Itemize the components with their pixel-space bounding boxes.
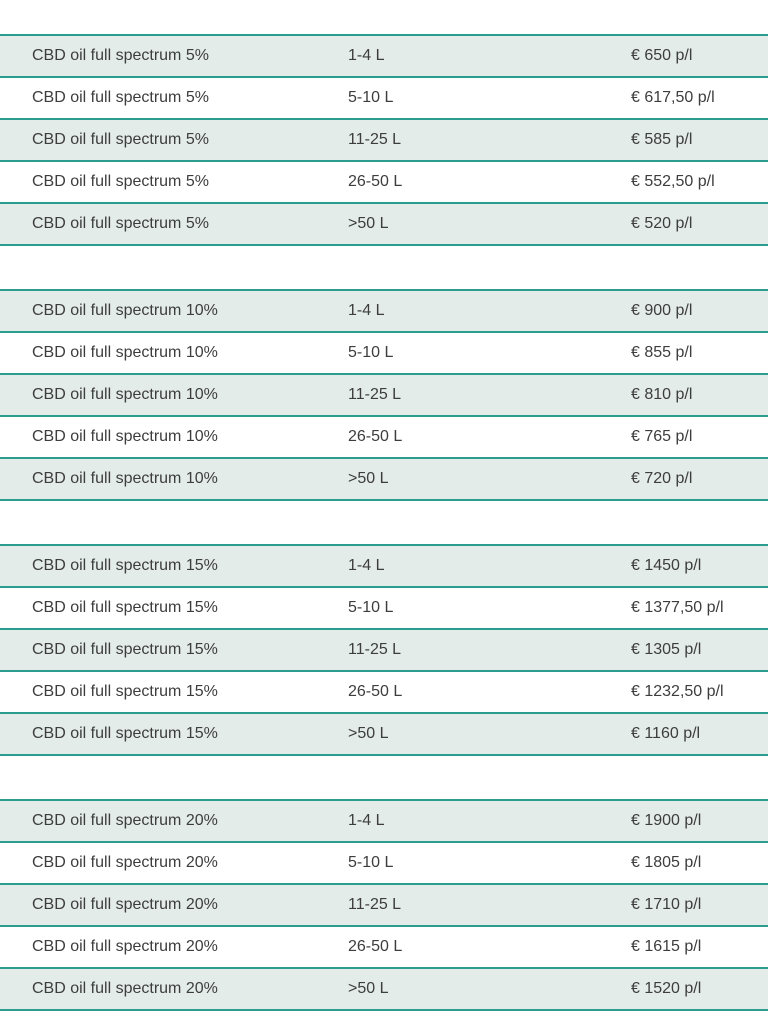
unit-price: € 1615 p/l xyxy=(631,938,702,955)
quantity-range: >50 L xyxy=(348,215,389,232)
table-row: CBD oil full spectrum 5% 11-25 L € 585 p… xyxy=(0,118,768,160)
unit-price: € 1520 p/l xyxy=(631,980,702,997)
product-name: CBD oil full spectrum 15% xyxy=(32,641,218,658)
quantity-range: 1-4 L xyxy=(348,812,385,829)
product-name: CBD oil full spectrum 10% xyxy=(32,428,218,445)
unit-price: € 1305 p/l xyxy=(631,641,702,658)
product-name: CBD oil full spectrum 15% xyxy=(32,725,218,742)
quantity-range: 26-50 L xyxy=(348,683,403,700)
quantity-range: 11-25 L xyxy=(348,896,402,913)
product-name: CBD oil full spectrum 15% xyxy=(32,557,218,574)
quantity-range: >50 L xyxy=(348,470,389,487)
quantity-range: 5-10 L xyxy=(348,599,394,616)
unit-price: € 810 p/l xyxy=(631,386,693,403)
product-name: CBD oil full spectrum 20% xyxy=(32,812,218,829)
table-row: CBD oil full spectrum 5% 5-10 L € 617,50… xyxy=(0,76,768,118)
unit-price: € 720 p/l xyxy=(631,470,693,487)
unit-price: € 855 p/l xyxy=(631,344,693,361)
table-row: CBD oil full spectrum 20% 26-50 L € 1615… xyxy=(0,925,768,967)
quantity-range: >50 L xyxy=(348,980,389,997)
product-name: CBD oil full spectrum 10% xyxy=(32,386,218,403)
quantity-range: 26-50 L xyxy=(348,173,403,190)
price-table: CBD oil full spectrum 5% 1-4 L € 650 p/l… xyxy=(0,34,768,1011)
product-name: CBD oil full spectrum 10% xyxy=(32,302,218,319)
product-name: CBD oil full spectrum 20% xyxy=(32,896,218,913)
table-row: CBD oil full spectrum 15% 1-4 L € 1450 p… xyxy=(0,544,768,586)
quantity-range: 1-4 L xyxy=(348,47,385,64)
unit-price: € 650 p/l xyxy=(631,47,693,64)
table-row: CBD oil full spectrum 15% 5-10 L € 1377,… xyxy=(0,586,768,628)
quantity-range: 26-50 L xyxy=(348,938,403,955)
unit-price: € 1377,50 p/l xyxy=(631,599,724,616)
unit-price: € 1710 p/l xyxy=(631,896,702,913)
quantity-range: 1-4 L xyxy=(348,302,385,319)
table-row: CBD oil full spectrum 10% >50 L € 720 p/… xyxy=(0,457,768,501)
product-name: CBD oil full spectrum 20% xyxy=(32,854,218,871)
product-name: CBD oil full spectrum 15% xyxy=(32,683,218,700)
table-row: CBD oil full spectrum 20% >50 L € 1520 p… xyxy=(0,967,768,1011)
table-row: CBD oil full spectrum 10% 1-4 L € 900 p/… xyxy=(0,289,768,331)
table-row: CBD oil full spectrum 5% 1-4 L € 650 p/l xyxy=(0,34,768,76)
unit-price: € 520 p/l xyxy=(631,215,693,232)
product-name: CBD oil full spectrum 10% xyxy=(32,470,218,487)
product-name: CBD oil full spectrum 5% xyxy=(32,89,209,106)
price-group-15-percent: CBD oil full spectrum 15% 1-4 L € 1450 p… xyxy=(0,544,768,756)
product-name: CBD oil full spectrum 5% xyxy=(32,215,209,232)
table-row: CBD oil full spectrum 15% >50 L € 1160 p… xyxy=(0,712,768,756)
unit-price: € 1900 p/l xyxy=(631,812,702,829)
quantity-range: 5-10 L xyxy=(348,854,394,871)
price-group-20-percent: CBD oil full spectrum 20% 1-4 L € 1900 p… xyxy=(0,799,768,1011)
product-name: CBD oil full spectrum 5% xyxy=(32,131,209,148)
table-row: CBD oil full spectrum 15% 11-25 L € 1305… xyxy=(0,628,768,670)
product-name: CBD oil full spectrum 20% xyxy=(32,980,218,997)
price-group-10-percent: CBD oil full spectrum 10% 1-4 L € 900 p/… xyxy=(0,289,768,501)
unit-price: € 1805 p/l xyxy=(631,854,702,871)
product-name: CBD oil full spectrum 5% xyxy=(32,47,209,64)
product-name: CBD oil full spectrum 20% xyxy=(32,938,218,955)
quantity-range: 1-4 L xyxy=(348,557,385,574)
table-row: CBD oil full spectrum 10% 26-50 L € 765 … xyxy=(0,415,768,457)
unit-price: € 585 p/l xyxy=(631,131,693,148)
table-row: CBD oil full spectrum 20% 11-25 L € 1710… xyxy=(0,883,768,925)
product-name: CBD oil full spectrum 10% xyxy=(32,344,218,361)
quantity-range: 11-25 L xyxy=(348,641,402,658)
table-row: CBD oil full spectrum 15% 26-50 L € 1232… xyxy=(0,670,768,712)
product-name: CBD oil full spectrum 15% xyxy=(32,599,218,616)
unit-price: € 552,50 p/l xyxy=(631,173,715,190)
quantity-range: 26-50 L xyxy=(348,428,403,445)
table-row: CBD oil full spectrum 5% 26-50 L € 552,5… xyxy=(0,160,768,202)
unit-price: € 1232,50 p/l xyxy=(631,683,724,700)
quantity-range: 5-10 L xyxy=(348,89,394,106)
quantity-range: 5-10 L xyxy=(348,344,394,361)
table-row: CBD oil full spectrum 20% 5-10 L € 1805 … xyxy=(0,841,768,883)
quantity-range: 11-25 L xyxy=(348,386,402,403)
unit-price: € 1450 p/l xyxy=(631,557,702,574)
table-row: CBD oil full spectrum 20% 1-4 L € 1900 p… xyxy=(0,799,768,841)
quantity-range: 11-25 L xyxy=(348,131,402,148)
table-row: CBD oil full spectrum 10% 11-25 L € 810 … xyxy=(0,373,768,415)
product-name: CBD oil full spectrum 5% xyxy=(32,173,209,190)
unit-price: € 765 p/l xyxy=(631,428,693,445)
quantity-range: >50 L xyxy=(348,725,389,742)
unit-price: € 617,50 p/l xyxy=(631,89,715,106)
table-row: CBD oil full spectrum 10% 5-10 L € 855 p… xyxy=(0,331,768,373)
unit-price: € 1160 p/l xyxy=(631,725,701,742)
unit-price: € 900 p/l xyxy=(631,302,693,319)
table-row: CBD oil full spectrum 5% >50 L € 520 p/l xyxy=(0,202,768,246)
price-group-5-percent: CBD oil full spectrum 5% 1-4 L € 650 p/l… xyxy=(0,34,768,246)
